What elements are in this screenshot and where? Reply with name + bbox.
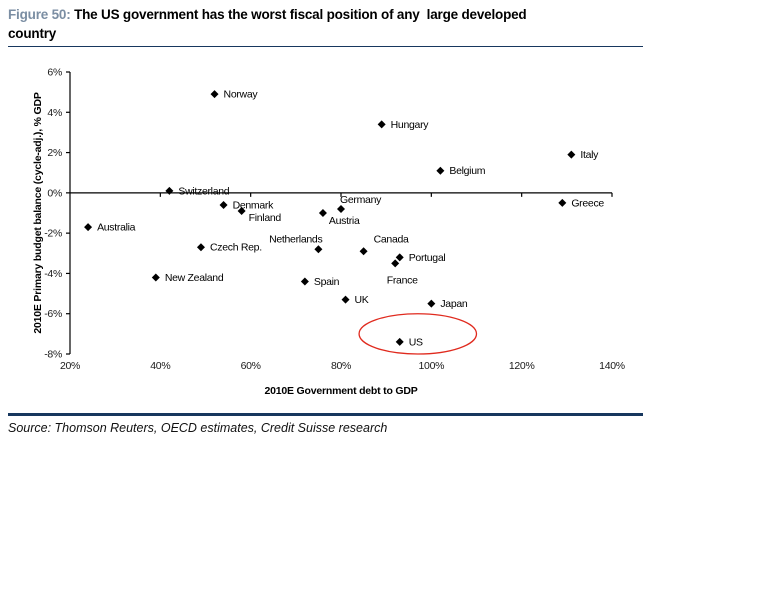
figure-title-line2: country bbox=[8, 26, 57, 41]
country-label-austria: Austria bbox=[329, 215, 360, 227]
data-point-us bbox=[395, 337, 404, 346]
data-point-canada bbox=[359, 247, 368, 256]
divider-rule bbox=[8, 413, 643, 416]
data-point-greece bbox=[558, 198, 567, 207]
data-point-finland bbox=[237, 206, 246, 215]
data-point-spain bbox=[300, 277, 309, 286]
country-label-uk: UK bbox=[355, 294, 369, 306]
data-point-hungary bbox=[377, 120, 386, 129]
country-label-switzerland: Switzerland bbox=[178, 185, 229, 197]
y-tick-label: -8% bbox=[44, 349, 62, 361]
source-text: Source: Thomson Reuters, OECD estimates,… bbox=[8, 421, 388, 435]
x-tick-label: 40% bbox=[150, 360, 170, 372]
data-point-uk bbox=[341, 295, 350, 304]
data-point-netherlands bbox=[314, 245, 323, 254]
country-label-portugal: Portugal bbox=[409, 252, 446, 264]
country-label-denmark: Denmark bbox=[233, 199, 275, 211]
data-point-norway bbox=[210, 90, 219, 99]
data-point-switzerland bbox=[165, 186, 174, 195]
country-label-spain: Spain bbox=[314, 276, 340, 288]
y-tick-label: -6% bbox=[44, 308, 62, 320]
x-tick-label: 20% bbox=[60, 360, 80, 372]
x-tick-label: 140% bbox=[599, 360, 625, 372]
data-point-portugal bbox=[395, 253, 404, 262]
country-label-norway: Norway bbox=[224, 89, 259, 101]
country-label-italy: Italy bbox=[580, 149, 599, 161]
country-label-czech-rep: Czech Rep. bbox=[210, 242, 262, 254]
y-axis-title: 2010E Primary budget balance (cycle-adj.… bbox=[32, 92, 44, 334]
y-tick-label: -2% bbox=[44, 228, 62, 240]
country-label-us: US bbox=[409, 336, 423, 348]
x-tick-label: 80% bbox=[331, 360, 351, 372]
data-point-belgium bbox=[436, 166, 445, 175]
country-label-new-zealand: New Zealand bbox=[165, 272, 224, 284]
x-tick-label: 60% bbox=[241, 360, 261, 372]
country-label-germany: Germany bbox=[340, 194, 382, 206]
data-point-czech-rep bbox=[196, 243, 205, 252]
country-label-greece: Greece bbox=[571, 197, 604, 209]
x-tick-label: 120% bbox=[509, 360, 535, 372]
data-point-denmark bbox=[219, 200, 228, 209]
y-tick-label: 4% bbox=[47, 107, 62, 119]
data-point-japan bbox=[427, 299, 436, 308]
country-label-netherlands: Netherlands bbox=[269, 233, 322, 245]
x-tick-label: 100% bbox=[419, 360, 445, 372]
country-label-japan: Japan bbox=[440, 298, 468, 310]
data-point-austria bbox=[318, 209, 327, 217]
data-point-france bbox=[391, 259, 400, 268]
figure-number: Figure 50: bbox=[8, 7, 71, 22]
data-point-italy bbox=[567, 150, 576, 159]
data-point-germany bbox=[337, 204, 345, 213]
country-label-hungary: Hungary bbox=[391, 119, 430, 131]
y-tick-label: -4% bbox=[44, 268, 62, 280]
country-label-belgium: Belgium bbox=[449, 165, 485, 177]
y-tick-label: 0% bbox=[47, 187, 62, 199]
country-label-france: France bbox=[387, 274, 418, 286]
data-point-new-zealand bbox=[151, 273, 160, 282]
us-highlight-ellipse bbox=[358, 313, 478, 355]
x-axis-title: 2010E Government debt to GDP bbox=[264, 385, 417, 397]
data-point-australia bbox=[84, 223, 93, 232]
country-label-canada: Canada bbox=[374, 233, 409, 245]
figure-title: The US government has the worst fiscal p… bbox=[74, 7, 527, 22]
y-tick-label: 2% bbox=[47, 147, 62, 159]
y-tick-label: 6% bbox=[47, 67, 62, 79]
country-label-australia: Australia bbox=[97, 222, 136, 234]
country-label-finland: Finland bbox=[249, 212, 282, 224]
figure-title-line1: Figure 50: The US government has the wor… bbox=[8, 4, 643, 25]
figure-caption: Figure 50: The US government has the wor… bbox=[8, 4, 643, 47]
